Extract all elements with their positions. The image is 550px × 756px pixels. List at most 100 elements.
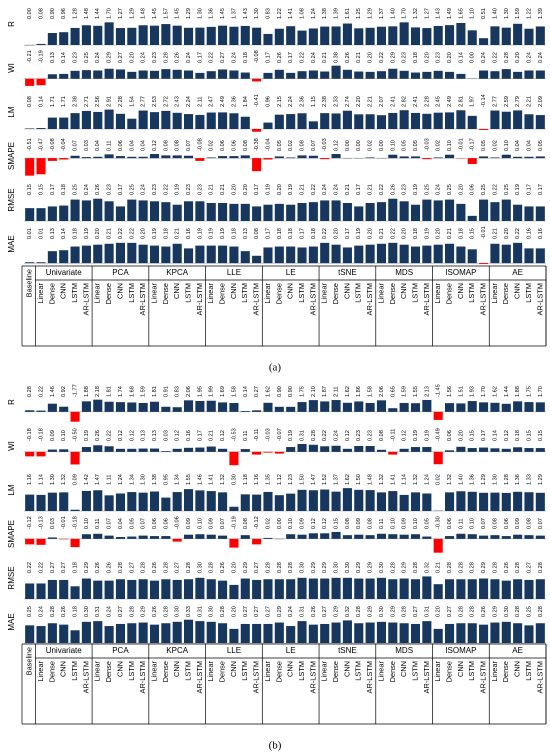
value-label: 0.14 xyxy=(243,386,249,397)
bar xyxy=(115,242,125,264)
value-label: 0.26 xyxy=(504,562,510,573)
value-label: 0.29 xyxy=(481,562,487,573)
value-label: 0.02 xyxy=(288,140,294,151)
bar xyxy=(456,533,466,539)
category-label: Dense xyxy=(444,661,453,682)
row-label: LM xyxy=(7,106,16,117)
bar xyxy=(501,492,511,511)
value-label: 1.39 xyxy=(334,8,340,19)
value-label: 0.09 xyxy=(209,518,215,529)
bar xyxy=(161,497,171,511)
bar xyxy=(240,116,250,129)
value-label: 2.36 xyxy=(300,96,306,107)
bar xyxy=(422,576,432,599)
value-label: 0.22 xyxy=(322,430,328,441)
category-label: CNN xyxy=(456,283,465,299)
value-label: 2.91 xyxy=(107,96,113,107)
bar xyxy=(161,155,171,159)
bar xyxy=(354,71,364,79)
value-label: 0.23 xyxy=(152,52,158,63)
value-label: -0.38 xyxy=(254,138,260,151)
value-label: 2.07 xyxy=(379,96,385,107)
category-label: Linear xyxy=(320,282,329,303)
value-label: 1.24 xyxy=(118,474,124,485)
category-label: LSTM xyxy=(240,661,249,681)
value-label: 0.02 xyxy=(209,140,215,151)
bar xyxy=(47,33,57,45)
value-label: 1.62 xyxy=(345,474,351,485)
bar xyxy=(274,69,284,79)
value-label: 0.23 xyxy=(107,184,113,195)
bar xyxy=(115,28,125,45)
bar xyxy=(274,156,284,159)
value-label: 0.28 xyxy=(220,606,226,617)
value-label: 0.08 xyxy=(243,518,249,529)
caption: (a) xyxy=(269,362,282,374)
bar xyxy=(320,71,330,79)
value-label: 1.25 xyxy=(356,8,362,19)
bar xyxy=(240,155,250,159)
value-label: -0.12 xyxy=(27,516,33,529)
bar xyxy=(252,451,262,455)
bar xyxy=(320,200,330,221)
value-label: 2.77 xyxy=(141,96,147,107)
value-label: 0.15 xyxy=(334,518,340,529)
bar xyxy=(524,156,534,159)
value-label: 0.21 xyxy=(322,52,328,63)
value-label: 0.20 xyxy=(424,52,430,63)
value-label: 1.32 xyxy=(447,474,453,485)
category-label: Baseline xyxy=(25,269,34,297)
category-label: LSTM xyxy=(410,283,419,303)
value-label: 0.20 xyxy=(129,52,135,63)
bar xyxy=(25,494,35,511)
bar xyxy=(342,247,352,264)
value-label: 0.26 xyxy=(345,52,351,63)
value-label: 0.14 xyxy=(39,96,45,107)
value-label: 1.52 xyxy=(322,474,328,485)
category-label: AR-LSTM xyxy=(81,661,90,693)
value-label: 1.46 xyxy=(197,474,203,485)
value-label: 1.55 xyxy=(413,386,419,397)
bar xyxy=(81,157,91,159)
value-label: -0.03 xyxy=(322,138,328,151)
value-label: 0.20 xyxy=(458,184,464,195)
value-label: 0.28 xyxy=(515,562,521,573)
value-label: 0.26 xyxy=(107,562,113,573)
bar xyxy=(263,451,273,453)
value-label: -0.18 xyxy=(73,516,79,529)
value-label: 0.23 xyxy=(186,184,192,195)
category-label: Linear xyxy=(376,660,385,681)
bar xyxy=(206,400,216,412)
bar xyxy=(104,154,114,159)
bar xyxy=(70,199,80,221)
value-label: 0.18 xyxy=(413,52,419,63)
category-label: Dense xyxy=(331,661,340,682)
bar xyxy=(513,204,523,221)
value-label: 1.41 xyxy=(209,474,215,485)
group-label: LE xyxy=(286,268,296,277)
category-label: CNN xyxy=(115,661,124,677)
value-label: 0.27 xyxy=(129,562,135,573)
value-label: 1.35 xyxy=(265,474,271,485)
value-label: 0.24 xyxy=(322,184,328,195)
value-label: 0.28 xyxy=(470,606,476,617)
bar xyxy=(184,579,194,599)
bar xyxy=(25,208,35,221)
bar xyxy=(93,111,103,129)
bar xyxy=(115,206,125,221)
value-label: 0.09 xyxy=(73,474,79,485)
value-label: 0.22 xyxy=(300,52,306,63)
value-label: 2.24 xyxy=(288,96,294,107)
value-label: 0.22 xyxy=(515,228,521,239)
value-label: -0.08 xyxy=(50,138,56,151)
value-label: 0.26 xyxy=(175,52,181,63)
value-label: 1.65 xyxy=(458,8,464,19)
bar xyxy=(342,620,352,643)
bar xyxy=(263,623,273,643)
value-label: 0.31 xyxy=(197,606,203,617)
value-label: 0.05 xyxy=(424,518,430,529)
value-label: 0.12 xyxy=(322,518,328,529)
bar xyxy=(274,495,284,511)
bar xyxy=(195,621,205,643)
value-label: 0.00 xyxy=(345,140,351,151)
